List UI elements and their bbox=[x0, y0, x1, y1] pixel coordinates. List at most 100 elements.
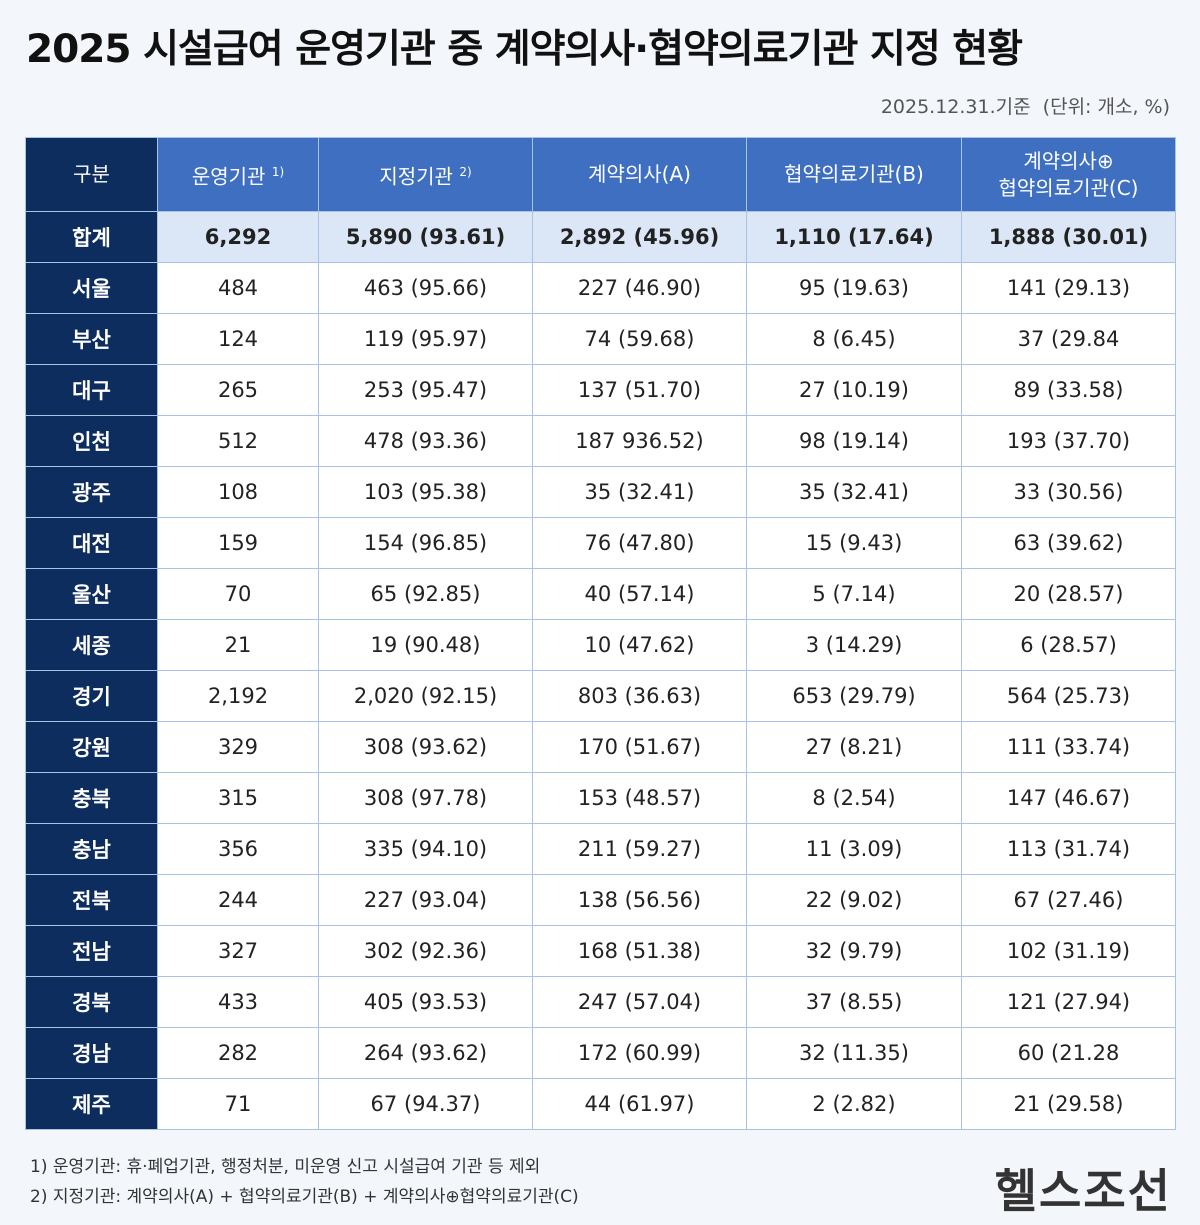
table-row: 광주 108 103 (95.38) 35 (32.41) 35 (32.41) 33 (… bbox=[25, 466, 1176, 518]
cell: 803 (36.63) bbox=[532, 670, 747, 722]
row-label: 전남 bbox=[25, 925, 158, 977]
header-text: 운영기관 bbox=[191, 164, 266, 189]
cell: 653 (29.79) bbox=[746, 670, 962, 722]
cell: 137 (51.70) bbox=[532, 364, 747, 416]
cell: 253 (95.47) bbox=[318, 364, 533, 416]
cell: 124 bbox=[157, 313, 319, 365]
cell: 10 (47.62) bbox=[532, 619, 747, 671]
table-row: 경북 433 405 (93.53) 247 (57.04) 37 (8.55) 121 … bbox=[25, 976, 1176, 1028]
row-label: 경북 bbox=[25, 976, 158, 1028]
cell: 121 (27.94) bbox=[961, 976, 1176, 1028]
cell: 113 (31.74) bbox=[961, 823, 1176, 875]
row-label: 경기 bbox=[25, 670, 158, 722]
table-row: 전남 327 302 (92.36) 168 (51.38) 32 (9.79) 102 … bbox=[25, 925, 1176, 977]
cell: 40 (57.14) bbox=[532, 568, 747, 620]
table-row: 전북 244 227 (93.04) 138 (56.56) 22 (9.02) 67 (… bbox=[25, 874, 1176, 926]
cell: 95 (19.63) bbox=[746, 262, 962, 314]
table-row: 경기 2,192 2,020 (92.15) 803 (36.63) 653 (29.7… bbox=[25, 670, 1176, 722]
cell: 20 (28.57) bbox=[961, 568, 1176, 620]
cell: 19 (90.48) bbox=[318, 619, 533, 671]
cell: 247 (57.04) bbox=[532, 976, 747, 1028]
cell: 35 (32.41) bbox=[746, 466, 962, 518]
table-row: 대구 265 253 (95.47) 137 (51.70) 27 (10.19) 89 … bbox=[25, 364, 1176, 416]
column-header: 지정기관 2) bbox=[318, 137, 533, 212]
cell: 193 (37.70) bbox=[961, 415, 1176, 467]
cell: 138 (56.56) bbox=[532, 874, 747, 926]
cell: 71 bbox=[157, 1078, 319, 1130]
cell: 1,888 (30.01) bbox=[961, 211, 1176, 263]
cell: 65 (92.85) bbox=[318, 568, 533, 620]
cell: 433 bbox=[157, 976, 319, 1028]
row-label: 광주 bbox=[25, 466, 158, 518]
row-label: 경남 bbox=[25, 1027, 158, 1079]
cell: 327 bbox=[157, 925, 319, 977]
column-header: 구분 bbox=[25, 137, 158, 212]
cell: 111 (33.74) bbox=[961, 721, 1176, 773]
row-label: 부산 bbox=[25, 313, 158, 365]
header-text: 협약의료기관(B) bbox=[784, 162, 924, 186]
header-text: 계약의사(A) bbox=[588, 162, 691, 186]
row-label: 인천 bbox=[25, 415, 158, 467]
row-label: 전북 bbox=[25, 874, 158, 926]
cell: 282 bbox=[157, 1027, 319, 1079]
cell: 6 (28.57) bbox=[961, 619, 1176, 671]
header-row: 구분 운영기관 1) 지정기관 2) 계약의사(A) 협약의료기관(B) 계약의사⊕ 협약의… bbox=[25, 137, 1176, 212]
cell: 37 (29.84 bbox=[961, 313, 1176, 365]
cell: 265 bbox=[157, 364, 319, 416]
cell: 211 (59.27) bbox=[532, 823, 747, 875]
cell: 33 (30.56) bbox=[961, 466, 1176, 518]
cell: 60 (21.28 bbox=[961, 1027, 1176, 1079]
cell: 21 (29.58) bbox=[961, 1078, 1176, 1130]
column-header: 계약의사⊕ 협약의료기관(C) bbox=[961, 137, 1176, 212]
cell: 329 bbox=[157, 721, 319, 773]
column-header: 계약의사(A) bbox=[532, 137, 747, 212]
cell: 37 (8.55) bbox=[746, 976, 962, 1028]
cell: 11 (3.09) bbox=[746, 823, 962, 875]
table-row: 부산 124 119 (95.97) 74 (59.68) 8 (6.45) 37 (29… bbox=[25, 313, 1176, 365]
cell: 2,192 bbox=[157, 670, 319, 722]
cell: 70 bbox=[157, 568, 319, 620]
cell: 308 (93.62) bbox=[318, 721, 533, 773]
cell: 159 bbox=[157, 517, 319, 569]
column-header: 운영기관 1) bbox=[157, 137, 319, 212]
table-row: 충남 356 335 (94.10) 211 (59.27) 11 (3.09) 113 … bbox=[25, 823, 1176, 875]
cell: 315 bbox=[157, 772, 319, 824]
cell: 15 (9.43) bbox=[746, 517, 962, 569]
cell: 244 bbox=[157, 874, 319, 926]
title: 2025 시설급여 운영기관 중 계약의사·협약의료기관 지정 현황 bbox=[26, 27, 1023, 72]
cell: 356 bbox=[157, 823, 319, 875]
cell: 3 (14.29) bbox=[746, 619, 962, 671]
cell: 67 (27.46) bbox=[961, 874, 1176, 926]
row-label: 서울 bbox=[25, 262, 158, 314]
cell: 27 (10.19) bbox=[746, 364, 962, 416]
footnote-ref: 1) bbox=[271, 164, 285, 179]
cell: 405 (93.53) bbox=[318, 976, 533, 1028]
cell: 564 (25.73) bbox=[961, 670, 1176, 722]
cell: 227 (46.90) bbox=[532, 262, 747, 314]
cell: 2 (2.82) bbox=[746, 1078, 962, 1130]
table-row: 경남 282 264 (93.62) 172 (60.99) 32 (11.35) 60 … bbox=[25, 1027, 1176, 1079]
cell: 187 936.52) bbox=[532, 415, 747, 467]
cell: 67 (94.37) bbox=[318, 1078, 533, 1130]
cell: 2,020 (92.15) bbox=[318, 670, 533, 722]
cell: 153 (48.57) bbox=[532, 772, 747, 824]
cell: 63 (39.62) bbox=[961, 517, 1176, 569]
cell: 6,292 bbox=[157, 211, 319, 263]
cell: 27 (8.21) bbox=[746, 721, 962, 773]
cell: 478 (93.36) bbox=[318, 415, 533, 467]
cell: 32 (9.79) bbox=[746, 925, 962, 977]
footnote-ref: 2) bbox=[459, 164, 472, 179]
cell: 512 bbox=[157, 415, 319, 467]
cell: 141 (29.13) bbox=[961, 262, 1176, 314]
header-text: 구분 bbox=[73, 162, 110, 186]
table-row: 강원 329 308 (93.62) 170 (51.67) 27 (8.21) 111 … bbox=[25, 721, 1176, 773]
footnote: 1) 운영기관: 휴·폐업기관, 행정처분, 미운영 신고 시설급여 기관 등 … bbox=[30, 1157, 541, 1177]
cell: 1,110 (17.64) bbox=[746, 211, 962, 263]
row-label: 충남 bbox=[25, 823, 158, 875]
cell: 172 (60.99) bbox=[532, 1027, 747, 1079]
cell: 8 (2.54) bbox=[746, 772, 962, 824]
cell: 8 (6.45) bbox=[746, 313, 962, 365]
row-label: 충북 bbox=[25, 772, 158, 824]
cell: 32 (11.35) bbox=[746, 1027, 962, 1079]
